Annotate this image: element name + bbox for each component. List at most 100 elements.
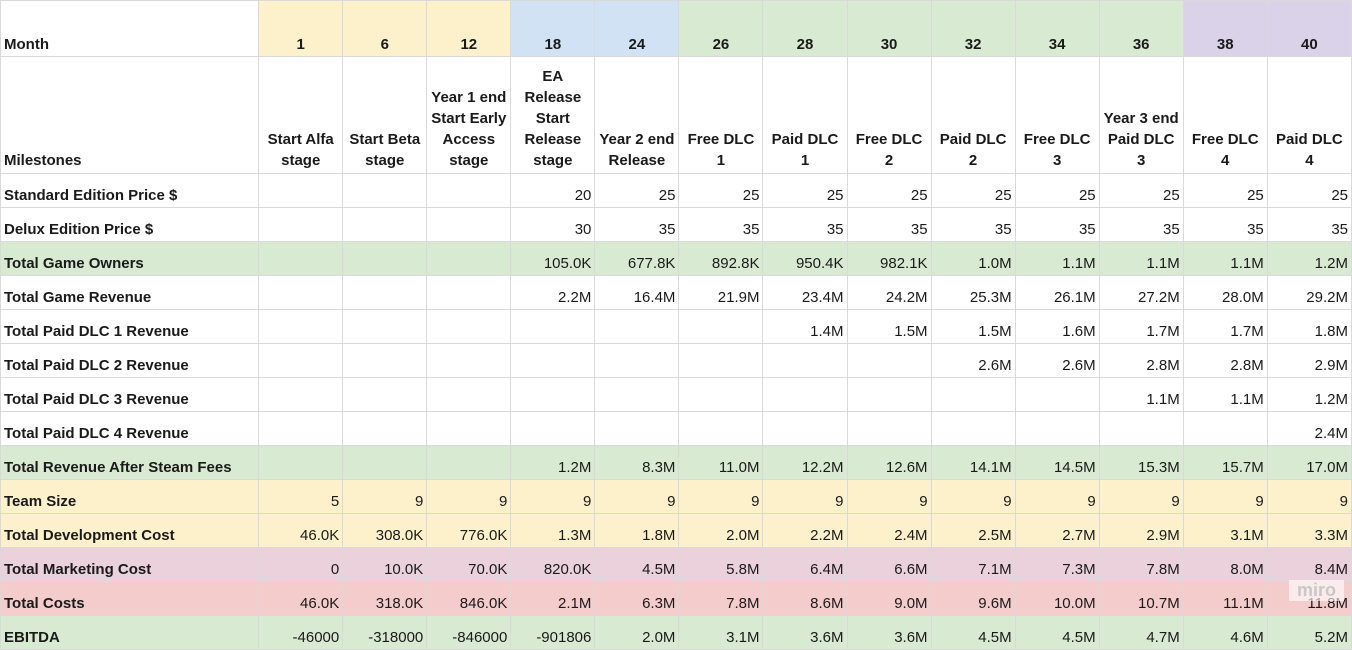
row-label-cell[interactable]: EBITDA xyxy=(1,616,259,650)
month-cell[interactable]: 24 xyxy=(595,1,679,57)
value-cell[interactable]: 14.5M xyxy=(1015,446,1099,480)
month-cell[interactable]: 28 xyxy=(763,1,847,57)
value-cell[interactable] xyxy=(343,310,427,344)
row-label-cell[interactable]: Total Paid DLC 1 Revenue xyxy=(1,310,259,344)
value-cell[interactable]: 3.1M xyxy=(679,616,763,650)
value-cell[interactable] xyxy=(1015,412,1099,446)
milestone-cell[interactable]: Year 3 end Paid DLC 3 xyxy=(1099,57,1183,174)
value-cell[interactable]: 1.7M xyxy=(1183,310,1267,344)
value-cell[interactable]: 2.9M xyxy=(1267,344,1351,378)
value-cell[interactable]: 12.2M xyxy=(763,446,847,480)
value-cell[interactable]: 1.1M xyxy=(1183,378,1267,412)
value-cell[interactable]: 3.6M xyxy=(763,616,847,650)
value-cell[interactable] xyxy=(595,310,679,344)
value-cell[interactable]: 2.2M xyxy=(511,276,595,310)
value-cell[interactable]: 30 xyxy=(511,208,595,242)
value-cell[interactable]: -46000 xyxy=(259,616,343,650)
value-cell[interactable]: 15.7M xyxy=(1183,446,1267,480)
milestone-cell[interactable]: Paid DLC 4 xyxy=(1267,57,1351,174)
value-cell[interactable]: 7.1M xyxy=(931,548,1015,582)
value-cell[interactable] xyxy=(259,344,343,378)
value-cell[interactable] xyxy=(679,412,763,446)
value-cell[interactable]: 26.1M xyxy=(1015,276,1099,310)
value-cell[interactable]: 20 xyxy=(511,174,595,208)
row-label-cell[interactable]: Delux Edition Price $ xyxy=(1,208,259,242)
value-cell[interactable]: 10.7M xyxy=(1099,582,1183,616)
value-cell[interactable]: 11.1M xyxy=(1183,582,1267,616)
value-cell[interactable]: 35 xyxy=(931,208,1015,242)
value-cell[interactable]: 14.1M xyxy=(931,446,1015,480)
value-cell[interactable]: 35 xyxy=(847,208,931,242)
value-cell[interactable]: 25 xyxy=(1183,174,1267,208)
milestone-cell[interactable]: Free DLC 4 xyxy=(1183,57,1267,174)
value-cell[interactable]: 6.3M xyxy=(595,582,679,616)
value-cell[interactable]: 10.0M xyxy=(1015,582,1099,616)
value-cell[interactable]: 25 xyxy=(1099,174,1183,208)
milestone-cell[interactable]: EA Release Start Release stage xyxy=(511,57,595,174)
value-cell[interactable] xyxy=(931,412,1015,446)
value-cell[interactable]: 29.2M xyxy=(1267,276,1351,310)
value-cell[interactable] xyxy=(679,344,763,378)
value-cell[interactable]: 9 xyxy=(1099,480,1183,514)
value-cell[interactable] xyxy=(595,344,679,378)
value-cell[interactable]: 2.8M xyxy=(1183,344,1267,378)
value-cell[interactable]: 8.6M xyxy=(763,582,847,616)
value-cell[interactable]: 2.0M xyxy=(595,616,679,650)
value-cell[interactable]: 2.8M xyxy=(1099,344,1183,378)
value-cell[interactable]: 5.2M xyxy=(1267,616,1351,650)
value-cell[interactable]: 4.5M xyxy=(595,548,679,582)
month-cell[interactable]: 12 xyxy=(427,1,511,57)
value-cell[interactable]: 5 xyxy=(259,480,343,514)
milestone-cell[interactable]: Year 1 end Start Early Access stage xyxy=(427,57,511,174)
value-cell[interactable] xyxy=(511,378,595,412)
value-cell[interactable]: 6.6M xyxy=(847,548,931,582)
value-cell[interactable]: 10.0K xyxy=(343,548,427,582)
value-cell[interactable]: 7.8M xyxy=(1099,548,1183,582)
row-label-cell[interactable]: Total Revenue After Steam Fees xyxy=(1,446,259,480)
value-cell[interactable] xyxy=(343,446,427,480)
milestone-cell[interactable]: Paid DLC 1 xyxy=(763,57,847,174)
month-cell[interactable]: 30 xyxy=(847,1,931,57)
value-cell[interactable]: 17.0M xyxy=(1267,446,1351,480)
value-cell[interactable]: 820.0K xyxy=(511,548,595,582)
row-label-cell[interactable]: Total Paid DLC 3 Revenue xyxy=(1,378,259,412)
value-cell[interactable]: 27.2M xyxy=(1099,276,1183,310)
value-cell[interactable]: 21.9M xyxy=(679,276,763,310)
value-cell[interactable] xyxy=(763,412,847,446)
value-cell[interactable]: 1.5M xyxy=(847,310,931,344)
value-cell[interactable]: 9 xyxy=(1183,480,1267,514)
value-cell[interactable]: 1.2M xyxy=(1267,378,1351,412)
month-cell[interactable]: 26 xyxy=(679,1,763,57)
value-cell[interactable]: 25 xyxy=(931,174,1015,208)
value-cell[interactable] xyxy=(343,378,427,412)
value-cell[interactable]: 2.4M xyxy=(1267,412,1351,446)
value-cell[interactable]: 9 xyxy=(847,480,931,514)
value-cell[interactable]: 25 xyxy=(847,174,931,208)
row-label-cell[interactable]: Total Paid DLC 2 Revenue xyxy=(1,344,259,378)
milestone-cell[interactable]: Free DLC 3 xyxy=(1015,57,1099,174)
value-cell[interactable] xyxy=(847,412,931,446)
value-cell[interactable]: 1.8M xyxy=(1267,310,1351,344)
month-label-cell[interactable]: Month xyxy=(1,1,259,57)
value-cell[interactable]: 2.0M xyxy=(679,514,763,548)
value-cell[interactable] xyxy=(343,242,427,276)
value-cell[interactable]: 35 xyxy=(679,208,763,242)
value-cell[interactable]: 1.6M xyxy=(1015,310,1099,344)
row-label-cell[interactable]: Total Development Cost xyxy=(1,514,259,548)
value-cell[interactable]: 23.4M xyxy=(763,276,847,310)
value-cell[interactable]: 318.0K xyxy=(343,582,427,616)
month-cell[interactable]: 32 xyxy=(931,1,1015,57)
value-cell[interactable]: 1.1M xyxy=(1183,242,1267,276)
month-cell[interactable]: 40 xyxy=(1267,1,1351,57)
value-cell[interactable]: 8.4M xyxy=(1267,548,1351,582)
value-cell[interactable]: 1.8M xyxy=(595,514,679,548)
value-cell[interactable]: 16.4M xyxy=(595,276,679,310)
value-cell[interactable]: 11.0M xyxy=(679,446,763,480)
value-cell[interactable]: 3.1M xyxy=(1183,514,1267,548)
value-cell[interactable]: 1.2M xyxy=(1267,242,1351,276)
value-cell[interactable]: 1.1M xyxy=(1015,242,1099,276)
value-cell[interactable] xyxy=(427,412,511,446)
value-cell[interactable]: 776.0K xyxy=(427,514,511,548)
value-cell[interactable] xyxy=(595,378,679,412)
value-cell[interactable]: 3.3M xyxy=(1267,514,1351,548)
